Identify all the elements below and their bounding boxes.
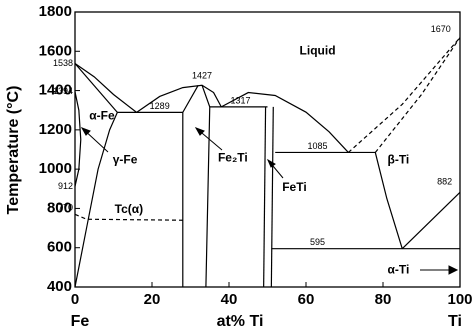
y-axis-label: Temperature (°C) xyxy=(5,86,22,215)
phase-label: FeTi xyxy=(282,180,306,194)
phase-boundary xyxy=(263,106,267,288)
y-tick-label: 1000 xyxy=(39,160,72,177)
phase-boundary xyxy=(74,62,137,113)
temperature-label: 882 xyxy=(437,177,452,187)
temperature-label: 1670 xyxy=(431,24,451,34)
phase-boundary xyxy=(201,85,211,288)
arrow-head xyxy=(266,158,276,168)
y-tick-label: 400 xyxy=(47,278,72,295)
phase-boundary xyxy=(74,91,82,187)
phase-boundary xyxy=(270,106,274,288)
x-tick-label: 60 xyxy=(298,291,315,308)
y-tick-label: 1800 xyxy=(39,3,72,20)
phase-label: α-Ti xyxy=(387,262,409,276)
x-tick-label: 0 xyxy=(71,291,79,308)
temperature-label: 595 xyxy=(310,237,325,247)
phase-boundary xyxy=(221,91,349,153)
phase-boundary xyxy=(182,84,199,287)
x-tick-label: 40 xyxy=(221,291,238,308)
y-tick-label: 1400 xyxy=(39,82,72,99)
y-tick-label: 1200 xyxy=(39,121,72,138)
y-tick-label: 800 xyxy=(47,199,72,216)
temperature-label: 1427 xyxy=(192,71,212,81)
phase-boundary xyxy=(374,37,461,153)
temperature-label: 1289 xyxy=(150,101,170,111)
phase-boundary xyxy=(74,63,118,113)
phase-label: β-Ti xyxy=(388,152,410,166)
x-tick-label: 20 xyxy=(144,291,161,308)
arrows xyxy=(80,127,459,275)
phase-label: Fe₂Ti xyxy=(218,150,248,164)
phase-boundary xyxy=(374,152,403,249)
temperature-label: 1538 xyxy=(53,58,73,68)
y-tick-label: 1600 xyxy=(39,42,72,59)
phase-boundary xyxy=(347,37,461,153)
phase-label: Liquid xyxy=(300,43,336,57)
component-label: Fe xyxy=(71,313,90,330)
phase-label: Tc(α) xyxy=(115,202,143,216)
phase-label: α-Fe xyxy=(89,108,115,122)
phase-label: γ-Fe xyxy=(113,152,138,166)
arrow-head xyxy=(448,265,459,275)
phase-boundary xyxy=(401,191,461,250)
arrow-head xyxy=(80,127,91,136)
y-tick-label: 600 xyxy=(47,239,72,256)
phase-boundary xyxy=(74,112,118,288)
arrow-head xyxy=(194,127,205,136)
x-tick-label: 100 xyxy=(447,291,472,308)
temperature-label: 1085 xyxy=(308,141,328,151)
plot-frame xyxy=(74,11,461,288)
x-axis-label: at% Ti xyxy=(217,313,264,330)
temperature-label: 770 xyxy=(58,203,73,213)
phase-boundary xyxy=(136,84,222,113)
temperature-label: 912 xyxy=(58,181,73,191)
temperature-label: 1394 xyxy=(53,86,73,96)
x-tick-label: 80 xyxy=(375,291,392,308)
temperature-label: 1317 xyxy=(231,95,251,105)
component-label: Ti xyxy=(448,313,462,330)
